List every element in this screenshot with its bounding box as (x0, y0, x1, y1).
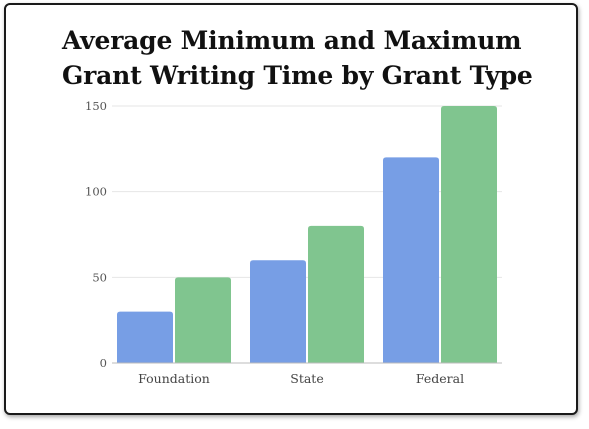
bar-state-series-1 (250, 260, 306, 363)
bar-federal-series-2 (441, 106, 497, 363)
y-tick-label: 0 (100, 356, 107, 370)
bars (117, 106, 497, 363)
x-tick-label: Federal (416, 371, 464, 386)
bar-state-series-2 (308, 225, 364, 363)
y-tick-label: 100 (85, 185, 107, 199)
chart-title: Average Minimum and Maximum Grant Writin… (62, 26, 533, 90)
x-tick-label: Foundation (138, 371, 210, 386)
y-tick-label: 50 (92, 270, 107, 284)
bar-foundation-series-1 (117, 311, 173, 363)
y-tick-label: 150 (85, 99, 107, 113)
x-tick-label: State (290, 371, 323, 386)
y-axis: 0 50 100 150 (85, 99, 107, 370)
x-axis: Foundation State Federal (112, 362, 502, 386)
bar-foundation-series-2 (175, 277, 231, 363)
bar-federal-series-1 (383, 157, 439, 363)
